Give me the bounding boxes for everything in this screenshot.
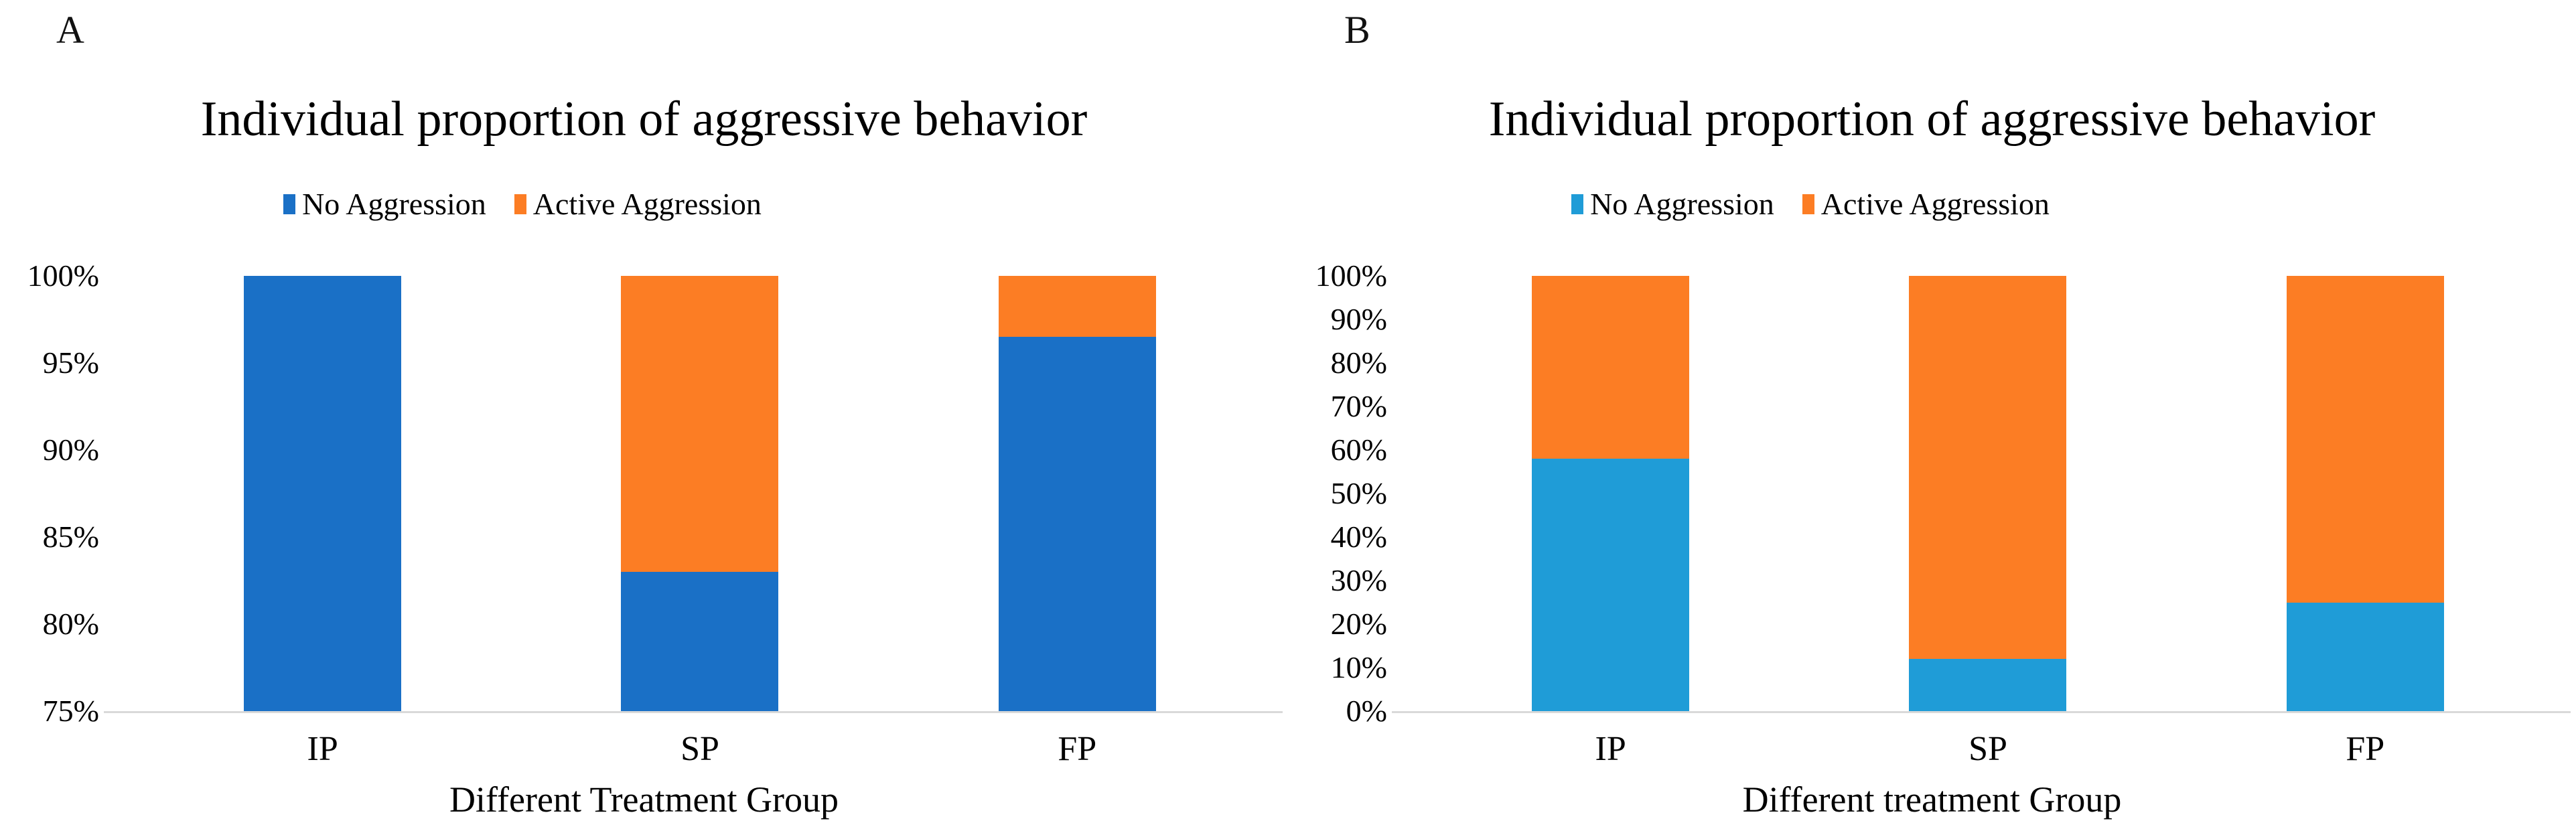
y-tick-label: 10%	[1330, 650, 1387, 684]
y-tick-label: 95%	[42, 346, 99, 380]
legend-item-no-aggression: No Aggression	[1571, 186, 1774, 222]
panel-b-legend: No Aggression Active Aggression	[1288, 186, 2333, 222]
panel-b-letter: B	[1344, 8, 1370, 52]
legend-label-active-aggression: Active Aggression	[532, 187, 762, 221]
x-category-label-sp: SP	[1969, 730, 2007, 768]
y-tick-label: 50%	[1330, 476, 1387, 510]
bar-slot-fp	[2177, 276, 2554, 711]
segment-no-aggression	[244, 276, 402, 711]
segment-no-aggression	[621, 572, 779, 711]
legend-swatch-no-aggression	[283, 194, 296, 214]
bar-slot-ip	[134, 276, 511, 711]
y-tick-label: 100%	[1315, 258, 1387, 293]
segment-no-aggression	[998, 337, 1156, 711]
y-tick-label: 75%	[42, 694, 99, 728]
stacked-bar-sp	[1909, 276, 2067, 711]
bar-slot-fp	[889, 276, 1266, 711]
segment-active-aggression	[1909, 276, 2067, 659]
y-tick-label: 0%	[1346, 694, 1387, 728]
legend-item-active-aggression: Active Aggression	[1802, 186, 2050, 222]
x-category-label-ip: IP	[307, 730, 338, 768]
stacked-bar-fp	[998, 276, 1156, 711]
legend-label-active-aggression: Active Aggression	[1820, 187, 2050, 221]
y-tick-label: 20%	[1330, 607, 1387, 641]
legend-swatch-no-aggression	[1571, 194, 1584, 214]
bar-slot-sp	[1799, 276, 2176, 711]
stacked-bar-ip	[1532, 276, 1690, 711]
segment-no-aggression	[1909, 659, 2067, 711]
y-tick-label: 90%	[1330, 302, 1387, 336]
legend-label-no-aggression: No Aggression	[302, 187, 486, 221]
panel-a-letter: A	[56, 8, 84, 52]
y-tick-label: 100%	[27, 258, 99, 293]
panel-a-x-axis-line	[104, 711, 1283, 713]
segment-active-aggression	[621, 276, 779, 572]
segment-active-aggression	[1532, 276, 1690, 459]
legend-swatch-active-aggression	[514, 194, 526, 214]
y-tick-label: 70%	[1330, 389, 1387, 423]
segment-active-aggression	[2286, 276, 2444, 603]
x-category-label-fp: FP	[2346, 730, 2385, 768]
x-category-label-sp: SP	[681, 730, 719, 768]
segment-no-aggression	[1532, 459, 1690, 711]
panel-a-plot-area	[104, 276, 1283, 713]
panel-b-y-axis-tick-labels: 100% 90% 80% 70% 60% 50% 40% 30% 20% 10% 0%	[1288, 0, 1387, 835]
legend-label-no-aggression: No Aggression	[1590, 187, 1774, 221]
panel-b-chart-title: Individual proportion of aggressive beha…	[1488, 92, 2376, 147]
legend-item-active-aggression: Active Aggression	[514, 186, 762, 222]
y-tick-label: 30%	[1330, 563, 1387, 597]
y-tick-label: 40%	[1330, 520, 1387, 554]
panel-b: B Individual proportion of aggressive be…	[1288, 0, 2576, 835]
segment-active-aggression	[998, 276, 1156, 337]
panel-a-chart-title: Individual proportion of aggressive beha…	[200, 92, 1088, 147]
panel-a-x-axis-category-labels: IP SP FP	[134, 730, 1266, 769]
y-tick-label: 85%	[42, 520, 99, 554]
panel-a: A Individual proportion of aggressive be…	[0, 0, 1283, 835]
y-tick-label: 60%	[1330, 433, 1387, 467]
stacked-bar-ip	[244, 276, 402, 711]
x-category-label-ip: IP	[1595, 730, 1626, 768]
panel-a-legend: No Aggression Active Aggression	[0, 186, 1045, 222]
panel-a-y-axis-tick-labels: 100% 95% 90% 85% 80% 75%	[0, 0, 99, 835]
segment-no-aggression	[2286, 602, 2444, 711]
stacked-bar-sp	[621, 276, 779, 711]
y-tick-label: 90%	[42, 433, 99, 467]
panel-b-bars	[1422, 276, 2554, 711]
panel-b-plot-area	[1392, 276, 2571, 713]
bar-slot-ip	[1422, 276, 1799, 711]
stacked-bar-fp	[2286, 276, 2444, 711]
panel-b-x-axis-title: Different treatment Group	[1742, 779, 2122, 820]
y-tick-label: 80%	[1330, 346, 1387, 380]
bar-slot-sp	[511, 276, 888, 711]
panel-b-x-axis-line	[1392, 711, 2571, 713]
panel-b-x-axis-category-labels: IP SP FP	[1422, 730, 2554, 769]
y-tick-label: 80%	[42, 607, 99, 641]
legend-item-no-aggression: No Aggression	[283, 186, 486, 222]
panel-a-bars	[134, 276, 1266, 711]
x-category-label-fp: FP	[1058, 730, 1097, 768]
panel-a-x-axis-title: Different Treatment Group	[449, 779, 839, 820]
legend-swatch-active-aggression	[1802, 194, 1814, 214]
